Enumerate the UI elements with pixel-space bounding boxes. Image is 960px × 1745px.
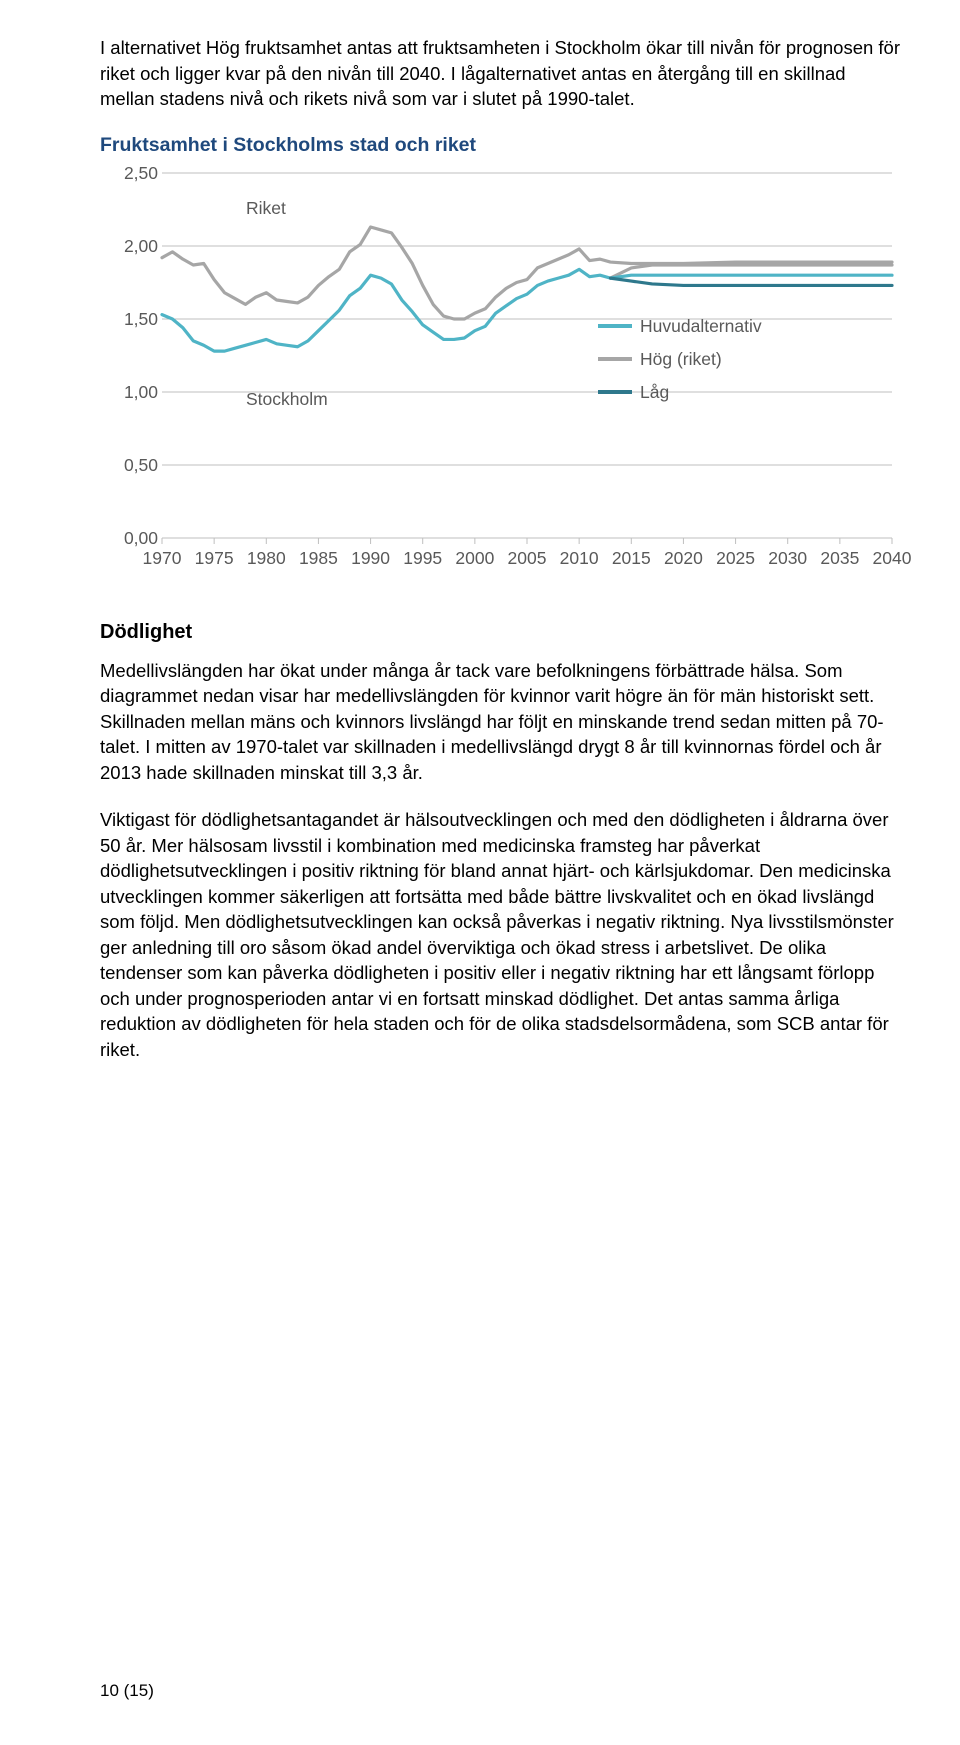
y-tick-label: 1,00 <box>104 382 158 403</box>
chart-title: Fruktsamhet i Stockholms stad och riket <box>100 134 900 157</box>
x-tick-label: 1990 <box>351 548 390 569</box>
x-tick-label: 2030 <box>768 548 807 569</box>
x-tick-label: 2010 <box>560 548 599 569</box>
chart-block: Fruktsamhet i Stockholms stad och riket … <box>100 134 900 583</box>
y-tick-label: 1,50 <box>104 309 158 330</box>
dodlighet-paragraph-2: Viktigast för dödlighetsantagandet är hä… <box>100 807 900 1062</box>
annot-riket: Riket <box>246 198 286 219</box>
legend-swatch <box>598 324 632 328</box>
chart-legend: Huvudalternativ Hög (riket) Låg <box>598 316 858 415</box>
x-tick-label: 2020 <box>664 548 703 569</box>
x-tick-label: 2040 <box>873 548 912 569</box>
annot-stockholm: Stockholm <box>246 389 328 410</box>
page: I alternativet Hög fruktsamhet antas att… <box>0 0 960 1745</box>
x-tick-label: 1970 <box>143 548 182 569</box>
page-footer: 10 (15) <box>100 1681 154 1701</box>
legend-swatch <box>598 390 632 394</box>
x-tick-label: 2035 <box>820 548 859 569</box>
x-tick-label: 2005 <box>508 548 547 569</box>
x-axis-labels: 1970197519801985199019952000200520102015… <box>162 548 892 570</box>
x-tick-label: 2000 <box>455 548 494 569</box>
legend-swatch <box>598 357 632 361</box>
legend-item: Låg <box>598 382 858 403</box>
legend-label: Låg <box>640 382 669 403</box>
legend-item: Huvudalternativ <box>598 316 858 337</box>
x-tick-label: 1980 <box>247 548 286 569</box>
x-tick-label: 1985 <box>299 548 338 569</box>
x-tick-label: 2015 <box>612 548 651 569</box>
x-tick-label: 1995 <box>403 548 442 569</box>
y-tick-label: 2,50 <box>104 163 158 184</box>
legend-label: Huvudalternativ <box>640 316 762 337</box>
intro-paragraph: I alternativet Hög fruktsamhet antas att… <box>100 35 900 112</box>
x-tick-label: 1975 <box>195 548 234 569</box>
y-tick-label: 0,00 <box>104 528 158 549</box>
legend-label: Hög (riket) <box>640 349 722 370</box>
section-heading-dodlighet: Dödlighet <box>100 621 900 644</box>
dodlighet-paragraph-1: Medellivslängden har ökat under många år… <box>100 658 900 786</box>
chart-area: 0,00 0,50 1,00 1,50 2,00 2,50 1970 1975 1980 198… <box>100 163 892 583</box>
legend-item: Hög (riket) <box>598 349 858 370</box>
x-tick-label: 2025 <box>716 548 755 569</box>
y-tick-label: 2,00 <box>104 236 158 257</box>
y-tick-label: 0,50 <box>104 455 158 476</box>
